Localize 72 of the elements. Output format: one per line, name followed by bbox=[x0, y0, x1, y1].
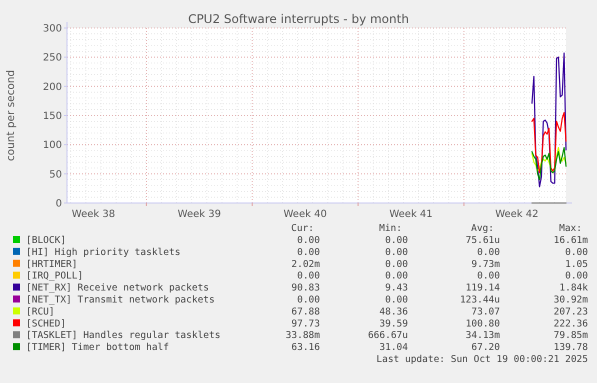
text: 16.61m bbox=[554, 235, 588, 246]
text: 1.84k bbox=[559, 282, 588, 294]
text: 119.14 bbox=[466, 282, 500, 294]
text: 33.88m bbox=[286, 330, 320, 342]
text: 63.16 bbox=[291, 342, 320, 354]
legend-label: [NET_TX] Transmit network packets bbox=[26, 294, 215, 306]
text: 0.00 bbox=[565, 270, 588, 282]
x-tick-label: Week 41 bbox=[389, 209, 433, 220]
y-tick-label: 100 bbox=[42, 140, 62, 152]
text: 0.00 bbox=[297, 270, 320, 282]
text: 207.23 bbox=[554, 306, 588, 318]
text: 67.20 bbox=[471, 342, 500, 354]
text: 0.00 bbox=[385, 235, 408, 246]
text: 97.73 bbox=[291, 318, 320, 330]
text: 100.80 bbox=[466, 318, 500, 330]
legend-label: [TIMER] Timer bottom half bbox=[26, 342, 169, 354]
text: Min: bbox=[379, 223, 402, 234]
text: 0.00 bbox=[385, 258, 408, 270]
legend-label: [BLOCK] bbox=[26, 235, 66, 246]
line-series bbox=[531, 146, 567, 180]
text: 30.92m bbox=[554, 294, 588, 306]
text: 0.00 bbox=[477, 270, 500, 282]
text: 2.02m bbox=[291, 258, 320, 270]
text: Cur: bbox=[291, 223, 314, 234]
y-tick-label: 200 bbox=[42, 82, 62, 93]
text: 0.00 bbox=[297, 235, 320, 246]
legend-label: [TASKLET] Handles regular tasklets bbox=[26, 330, 220, 342]
y-tick-label: 250 bbox=[42, 52, 62, 64]
text: Avg: bbox=[471, 223, 494, 234]
text: 0.00 bbox=[385, 270, 408, 282]
legend-label: [IRQ_POLL] bbox=[26, 270, 84, 282]
x-tick-label: Week 39 bbox=[178, 209, 221, 220]
legend-label: [NET_RX] Receive network packets bbox=[26, 282, 210, 294]
text: 48.36 bbox=[379, 306, 408, 318]
text: 31.04 bbox=[379, 342, 408, 354]
text: 0.00 bbox=[385, 246, 408, 258]
text: 139.78 bbox=[554, 342, 588, 354]
text: 75.61u bbox=[466, 235, 500, 246]
text: 0.00 bbox=[385, 294, 408, 306]
x-tick-label: Week 40 bbox=[284, 209, 327, 220]
line-series bbox=[531, 52, 567, 188]
legend-label: [SCHED] bbox=[26, 318, 66, 330]
x-tick-label: Week 42 bbox=[495, 209, 539, 220]
text: 0.00 bbox=[297, 246, 320, 258]
legend-label: [HRTIMER] bbox=[26, 258, 78, 270]
text: 9.43 bbox=[385, 282, 408, 294]
y-tick-label: 0 bbox=[56, 198, 62, 210]
text: 0.00 bbox=[297, 294, 320, 306]
chart-title: CPU2 Software interrupts - by month bbox=[188, 12, 409, 26]
text: 666.67u bbox=[368, 330, 408, 342]
legend-label: [RCU] bbox=[26, 306, 55, 318]
text: 79.85m bbox=[554, 330, 588, 342]
text: 0.00 bbox=[477, 246, 500, 258]
legend-label: [HI] High priority tasklets bbox=[26, 246, 180, 258]
y-axis-title: count per second bbox=[5, 70, 17, 162]
y-tick-label: 150 bbox=[42, 111, 62, 122]
text: 34.13m bbox=[466, 330, 500, 342]
text: Max: bbox=[559, 223, 582, 234]
text: 39.59 bbox=[379, 318, 408, 330]
text: 73.07 bbox=[471, 306, 500, 318]
text: 9.73m bbox=[471, 258, 500, 270]
text: Last update: Sun Oct 19 00:00:21 2025 bbox=[376, 354, 588, 365]
text: 222.36 bbox=[554, 318, 588, 330]
x-tick-label: Week 38 bbox=[72, 209, 116, 220]
text: 123.44u bbox=[460, 294, 500, 306]
y-tick-label: 50 bbox=[49, 169, 62, 180]
text: 1.05 bbox=[565, 258, 588, 270]
line-series bbox=[531, 112, 567, 174]
text: 67.88 bbox=[291, 306, 320, 318]
text: 90.83 bbox=[291, 282, 320, 294]
y-tick-label: 300 bbox=[42, 24, 62, 34]
text: 0.00 bbox=[565, 246, 588, 258]
